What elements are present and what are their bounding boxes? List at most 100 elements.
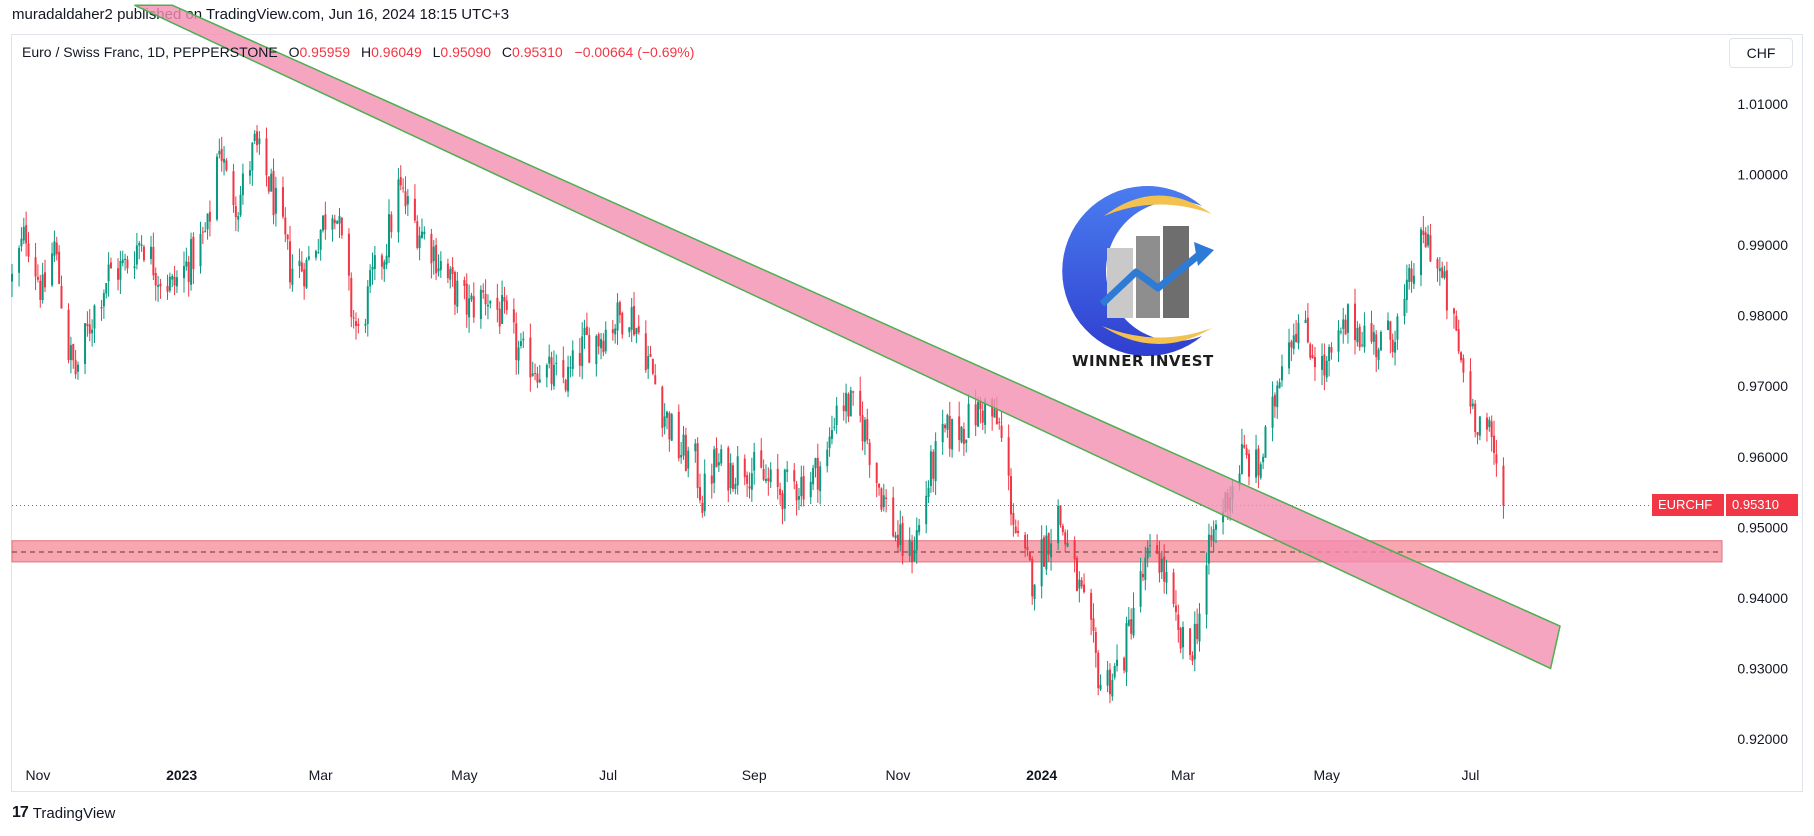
candle [1099,674,1102,691]
candle [1061,523,1064,536]
time-tick-label: 2023 [166,767,197,783]
currency-button[interactable]: CHF [1729,38,1793,68]
candle-body [835,405,838,426]
candle-body [1278,382,1281,388]
candle-body [1405,279,1408,300]
candle [1337,320,1340,363]
candle [291,254,294,292]
candle-body [1306,317,1309,343]
candle [270,168,273,192]
candle [529,323,532,392]
candle [1377,347,1380,370]
candle-body [1452,308,1455,314]
candle-body [1257,448,1260,476]
candle-body [628,327,631,333]
candle-body [291,268,294,285]
candle [496,283,499,323]
candle-body [451,266,454,274]
candle-body [682,434,685,456]
candle-body [781,493,784,510]
candle [1073,536,1076,573]
candle-body [767,478,770,482]
candle [915,517,918,564]
candle-body [595,336,598,365]
candle [159,278,162,299]
candle [256,125,259,153]
candle [670,412,673,442]
candle [564,378,567,393]
candle [1295,320,1298,343]
candle-body [913,550,916,562]
high-value: 0.96049 [371,44,422,60]
candle-body [981,410,984,423]
candle [453,270,456,315]
candle [833,417,836,431]
candle [366,280,369,337]
candle-body [286,234,289,240]
candle-body [489,300,492,304]
candle [1309,342,1312,360]
candle-body [875,462,878,483]
candle [1278,378,1281,389]
candle [753,442,756,485]
candle-body [100,307,103,309]
candle [1290,339,1293,362]
symbol-name[interactable]: Euro / Swiss Franc, 1D, PEPPERSTONE [22,44,278,60]
candle-body [654,375,657,385]
candle-body [1245,448,1248,456]
candle-body [267,176,270,192]
candle-body [1193,623,1196,660]
tradingview-footer[interactable]: 17 TradingView [12,804,115,822]
candle-body [1377,349,1380,360]
candle [635,327,638,344]
candle-body [1057,505,1060,544]
candle-body [248,170,251,176]
candle [1455,310,1458,332]
candle [703,459,706,517]
change-value: −0.00664 (−0.69%) [574,44,695,60]
candle [859,376,862,423]
candle [1478,416,1481,441]
candle-body [1182,627,1185,648]
support-zone-layer [11,540,1723,563]
candle-body [416,221,419,248]
candle-body [256,131,259,146]
candle [1059,505,1062,528]
candle-body [597,334,600,347]
candle [1408,263,1411,290]
candle-body [505,300,508,311]
candle-body [1092,618,1095,631]
candle [1189,628,1192,660]
candle-body [1264,426,1267,458]
candle [463,276,466,300]
candle-body [67,309,70,360]
candle-body [1099,684,1102,690]
candle-body [1097,652,1100,689]
candle-body [270,173,273,192]
candle-body [272,170,275,216]
candle-body [1339,331,1342,333]
candle [633,292,636,337]
candle-body [1356,328,1359,343]
candle-body [783,469,786,509]
candle [731,462,734,492]
candle-body [661,386,664,429]
candle-body [1280,366,1283,381]
candle-body [253,133,256,142]
candle-body [1328,346,1331,361]
candle-body [731,465,734,490]
candle-body [960,426,963,443]
candle-body [41,274,44,301]
candle [767,467,770,496]
candle-body [764,478,767,482]
price-tick-label: 0.94000 [1737,590,1788,606]
candle [1342,307,1345,344]
candle-body [34,257,37,277]
candle-body [892,497,895,537]
candle [1177,604,1180,643]
candle-body [420,231,423,239]
candle [828,427,831,457]
candle [406,189,409,216]
candle [449,266,452,289]
